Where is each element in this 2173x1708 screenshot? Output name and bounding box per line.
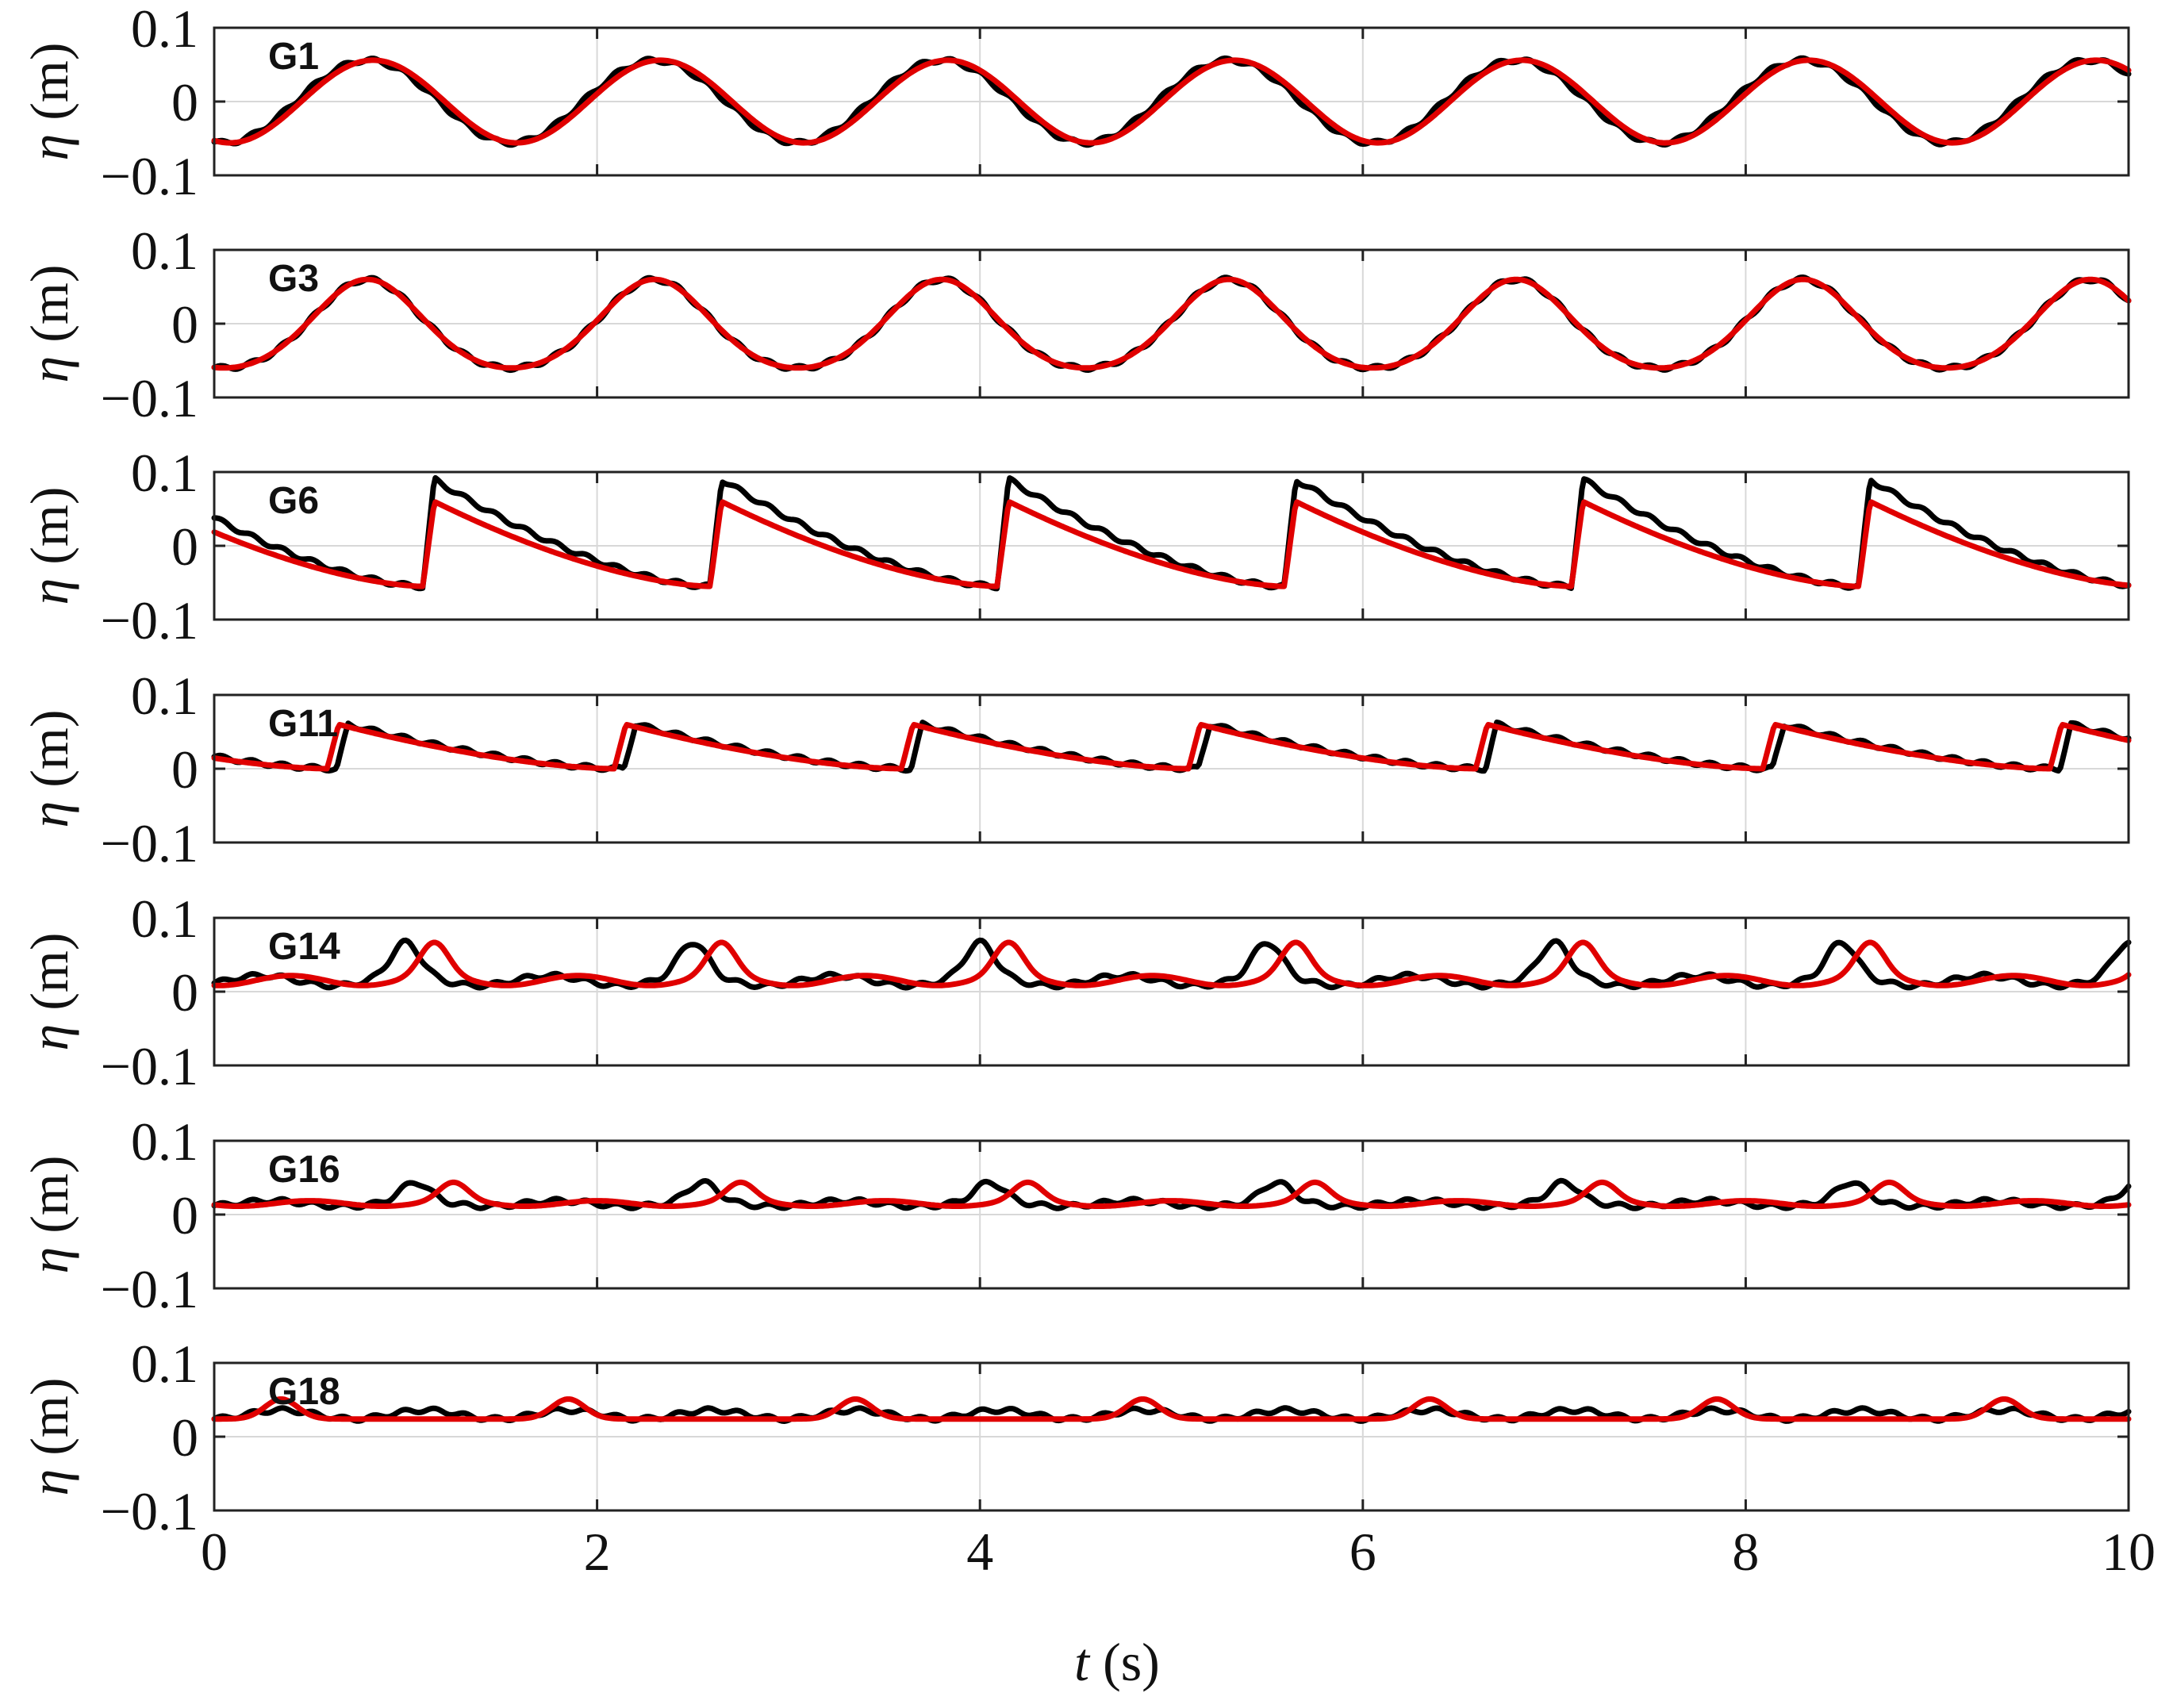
panel-g14: −0.1 0 0.1 η (m) G14 — [19, 889, 2132, 1096]
x-tick-label: 4 — [966, 1522, 993, 1582]
x-tick-label: 8 — [1732, 1522, 1759, 1582]
panel-g16: −0.1 0 0.1 η (m) G16 — [19, 1111, 2132, 1319]
series-simulated-g16 — [211, 1179, 2132, 1209]
panel-g3: −0.1 0 0.1 η (m) G3 — [19, 221, 2132, 428]
panel-g11: −0.1 0 0.1 η (m) G11 — [19, 666, 2132, 873]
y-tick-label: 0.1 — [131, 0, 198, 59]
panels: −0.100.1η (m) G1−0.100.1η (m) G3−0.100.1η … — [19, 0, 2156, 1582]
series-simulated-g1 — [211, 57, 2132, 146]
y-tick-label: 0.1 — [131, 1111, 198, 1172]
y-tick-label: 0 — [171, 1407, 198, 1468]
y-axis-label: η (m) — [19, 43, 79, 161]
y-tick-label: −0.1 — [101, 368, 198, 428]
series-measured-g14 — [211, 937, 2132, 991]
gauge-label: G1 — [268, 36, 319, 78]
y-tick-label: 0 — [171, 294, 198, 355]
y-tick-label: −0.1 — [101, 1036, 198, 1096]
y-axis-label: η (m) — [19, 265, 79, 383]
y-tick-label: −0.1 — [101, 813, 198, 873]
gauge-label: G3 — [268, 258, 319, 300]
y-tick-label: 0 — [171, 962, 198, 1023]
y-tick-label: −0.1 — [101, 1259, 198, 1319]
series-simulated-g14 — [211, 939, 2132, 988]
y-axis-label: η (m) — [19, 710, 79, 828]
y-tick-label: −0.1 — [101, 1481, 198, 1541]
y-axis-label: η (m) — [19, 1378, 79, 1496]
series-measured-g11 — [211, 720, 2132, 774]
panel-g1: −0.1 0 0.1 η (m) G1 — [19, 0, 2132, 206]
y-tick-label: 0 — [171, 1185, 198, 1245]
gauge-label: G6 — [268, 480, 319, 522]
y-tick-label: 0.1 — [131, 666, 198, 726]
y-axis-label: η (m) — [19, 487, 79, 605]
y-tick-label: 0.1 — [131, 889, 198, 949]
y-tick-label: −0.1 — [101, 590, 198, 651]
x-axis-label: t (s) — [1074, 1632, 1160, 1692]
y-tick-label: 0.1 — [131, 1334, 198, 1394]
y-tick-label: −0.1 — [101, 146, 198, 206]
series-simulated-g18 — [211, 1396, 2132, 1422]
gauge-label: G14 — [268, 926, 340, 968]
y-tick-label: 0 — [171, 516, 198, 577]
gauge-label: G18 — [268, 1371, 340, 1413]
panel-g6: −0.1 0 0.1 η (m) G6 — [19, 443, 2132, 651]
y-axis-label: η (m) — [19, 933, 79, 1051]
x-tick-label: 10 — [2102, 1522, 2156, 1582]
series-simulated-g6 — [211, 499, 2132, 589]
y-tick-label: 0.1 — [131, 221, 198, 281]
x-tick-label: 0 — [201, 1522, 228, 1582]
y-axis-label: η (m) — [19, 1156, 79, 1274]
series-simulated-g11 — [211, 722, 2132, 772]
y-tick-label: 0 — [171, 72, 198, 132]
gauge-label: G11 — [268, 703, 338, 745]
y-tick-label: 0 — [171, 739, 198, 800]
x-tick-label: 2 — [584, 1522, 611, 1582]
y-tick-label: 0.1 — [131, 443, 198, 503]
gauge-label: G16 — [268, 1149, 340, 1191]
x-tick-label: 6 — [1349, 1522, 1376, 1582]
series-simulated-g3 — [211, 276, 2132, 371]
